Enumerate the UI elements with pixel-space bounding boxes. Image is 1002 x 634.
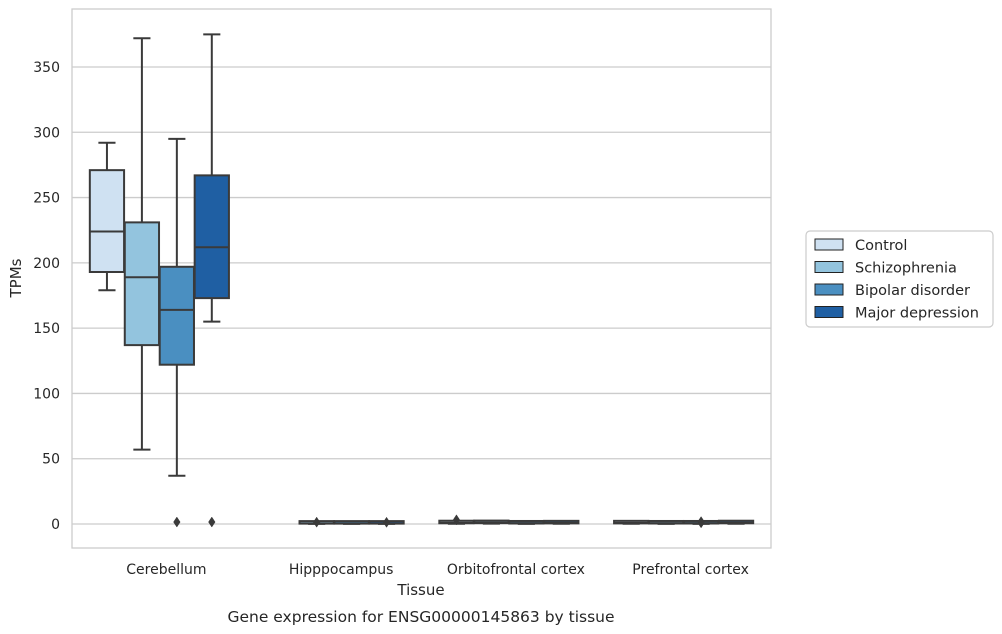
y-tick-label: 150 bbox=[33, 321, 60, 337]
box-iqr bbox=[123, 221, 161, 347]
box-control bbox=[613, 519, 650, 525]
legend-swatch bbox=[814, 306, 844, 318]
x-tick-label: Cerebellum bbox=[126, 562, 206, 578]
box-schizophrenia bbox=[648, 519, 685, 525]
box-schizophrenia bbox=[298, 516, 335, 528]
box-control bbox=[88, 141, 126, 292]
box-bipolar-disorder bbox=[682, 516, 720, 529]
box-bipolar-disorder bbox=[508, 519, 545, 525]
y-tick-label: 200 bbox=[33, 256, 60, 272]
x-tick-labels: Cerebellum Hipppocampus Orbitofrontal cort… bbox=[126, 562, 749, 578]
legend-label: Bipolar disorder bbox=[855, 283, 970, 299]
legend-label: Control bbox=[855, 238, 907, 254]
y-tick-label: 250 bbox=[33, 191, 60, 207]
outlier-point bbox=[208, 516, 216, 528]
box-major-depression bbox=[193, 33, 230, 528]
legend-swatch bbox=[814, 261, 844, 273]
legend-swatch bbox=[814, 238, 844, 251]
box-bipolar-disorder bbox=[333, 520, 370, 525]
box-schizophrenia bbox=[123, 37, 161, 451]
x-axis-label: Tissue bbox=[396, 581, 444, 599]
outlier-point bbox=[382, 516, 391, 528]
y-tick-label: 50 bbox=[42, 452, 60, 468]
y-tick-label: 300 bbox=[33, 125, 60, 141]
y-tick-label: 100 bbox=[33, 386, 60, 402]
box-major-depression bbox=[368, 516, 405, 528]
plot-frame bbox=[71, 8, 772, 549]
outlier-point bbox=[452, 514, 461, 526]
box-iqr bbox=[158, 265, 195, 366]
outlier-point bbox=[313, 516, 321, 528]
box-iqr bbox=[193, 174, 230, 300]
box-major-depression bbox=[543, 519, 580, 525]
y-tick-label: 350 bbox=[33, 60, 60, 76]
x-tick-label: Hipppocampus bbox=[289, 562, 394, 578]
y-axis-label: TPMs bbox=[7, 258, 25, 298]
x-tick-label: Prefrontal cortex bbox=[632, 562, 749, 578]
chart-caption: Gene expression for ENSG00000145863 by t… bbox=[227, 608, 614, 626]
x-tick-label: Orbitofrontal cortex bbox=[447, 562, 585, 578]
outlier-point bbox=[697, 516, 705, 528]
legend-frame bbox=[805, 230, 994, 328]
y-tick-label: 0 bbox=[51, 517, 60, 533]
box-groups bbox=[88, 33, 755, 529]
outlier-point bbox=[173, 516, 181, 528]
legend: Control Schizophrenia Bipolar disorder Majo… bbox=[805, 230, 994, 328]
legend-label: Schizophrenia bbox=[855, 261, 957, 277]
box-bipolar-disorder bbox=[158, 137, 195, 528]
box-schizophrenia bbox=[473, 519, 510, 525]
legend-swatch bbox=[814, 283, 844, 296]
box-major-depression bbox=[717, 519, 755, 525]
box-iqr bbox=[88, 169, 126, 273]
y-tick-labels: 0 50 100 150 200 250 300 350 bbox=[33, 60, 60, 533]
legend-label: Major depression bbox=[855, 306, 979, 322]
